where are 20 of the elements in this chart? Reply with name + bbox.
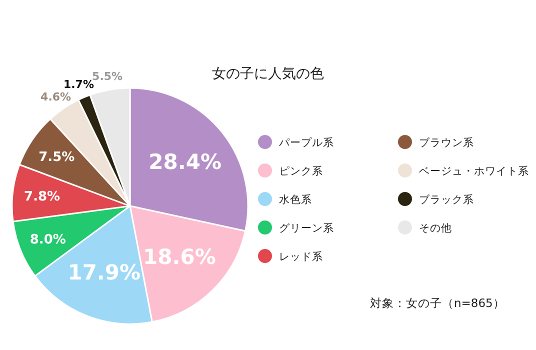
- data-label: 17.9%: [68, 260, 141, 284]
- data-label: 7.8%: [24, 190, 60, 205]
- chart-title: 女の子に人気の色: [212, 66, 324, 82]
- text: 対象：女の子（n=865）: [370, 296, 505, 310]
- data-label: 7.5%: [38, 150, 75, 166]
- data-label: 8.0%: [30, 232, 66, 248]
- legend-label: その他: [419, 222, 452, 234]
- data-label: 4.6%: [40, 90, 72, 104]
- legend-label: ブラウン系: [419, 136, 474, 149]
- legend-label: グリーン系: [279, 222, 334, 234]
- data-label: 18.6%: [143, 245, 216, 270]
- legend-label: ピンク系: [279, 164, 323, 178]
- legend-label: ベージュ・ホワイト系: [419, 164, 529, 178]
- legend-label: 水色系: [279, 193, 312, 206]
- legend-label: ブラック系: [419, 193, 474, 206]
- data-label: 1.7%: [63, 78, 94, 92]
- legend-label: レッド系: [279, 250, 323, 263]
- data-label: 28.4%: [148, 150, 222, 174]
- legend-label: パープル系: [278, 136, 334, 149]
- data-label: 5.5%: [92, 70, 123, 83]
